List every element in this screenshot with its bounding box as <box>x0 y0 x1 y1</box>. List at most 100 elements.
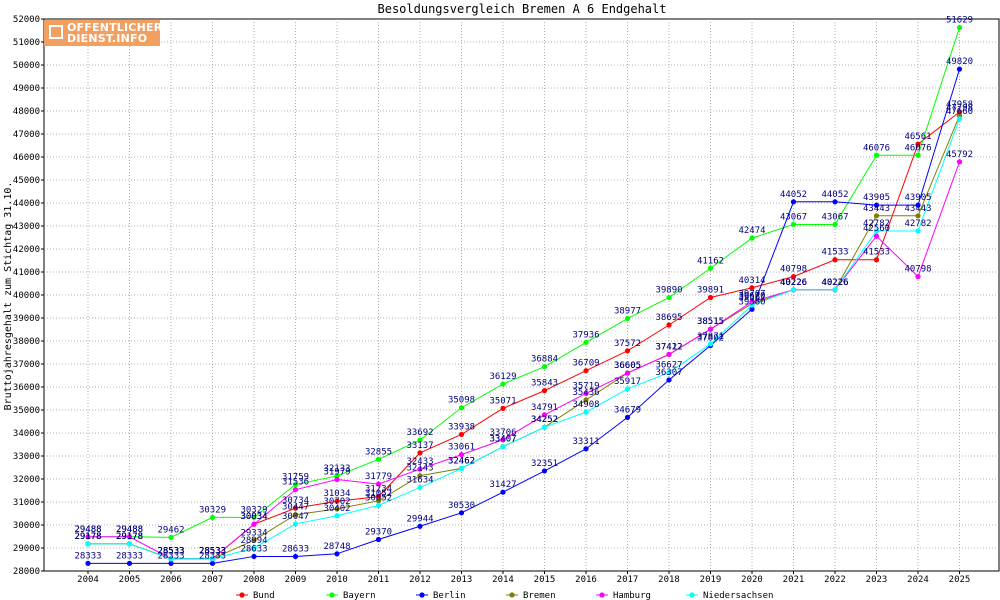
data-label: 42560 <box>863 224 890 234</box>
data-point <box>292 505 299 511</box>
data-point <box>334 506 340 512</box>
legend-swatch-dot <box>599 592 605 598</box>
data-label: 28994 <box>240 536 267 546</box>
data-point <box>915 213 921 219</box>
legend-label: Bremen <box>523 591 556 600</box>
series-line <box>88 27 960 538</box>
x-tick-label: 2005 <box>119 575 141 585</box>
data-label: 28633 <box>240 544 267 554</box>
data-label: 43067 <box>821 212 848 222</box>
data-label: 32462 <box>448 456 475 466</box>
y-tick-label: 28000 <box>13 567 40 577</box>
data-point <box>832 199 838 205</box>
data-label: 40226 <box>780 278 807 288</box>
data-point <box>375 481 382 487</box>
y-tick-label: 36000 <box>13 383 40 393</box>
data-label: 40226 <box>821 278 848 288</box>
data-point <box>707 326 714 332</box>
logo-mark-icon <box>49 25 63 39</box>
data-point <box>583 397 589 403</box>
data-label: 30034 <box>240 512 267 522</box>
data-label: 31779 <box>365 472 392 482</box>
x-tick-label: 2022 <box>824 575 846 585</box>
data-label: 41533 <box>821 248 848 258</box>
data-label: 33706 <box>489 428 516 438</box>
data-point <box>749 235 755 241</box>
data-label: 38515 <box>697 317 724 327</box>
data-label: 47798 <box>946 104 973 114</box>
data-point <box>873 233 880 239</box>
data-label: 51629 <box>946 16 973 26</box>
data-label: 39891 <box>697 286 724 296</box>
y-tick-label: 46000 <box>13 153 40 163</box>
data-point <box>749 285 755 291</box>
data-label: 29370 <box>365 527 392 537</box>
data-point <box>168 560 174 566</box>
x-tick-label: 2011 <box>368 575 390 585</box>
data-label: 35719 <box>572 381 599 391</box>
data-point <box>251 514 257 521</box>
data-point <box>624 386 631 392</box>
data-label: 34252 <box>531 415 558 425</box>
legend-label: Hamburg <box>613 591 651 600</box>
data-point <box>915 274 921 280</box>
x-tick-label: 2007 <box>202 575 224 585</box>
data-point <box>458 510 465 516</box>
data-label: 34679 <box>614 405 641 415</box>
data-point <box>251 553 257 560</box>
x-tick-label: 2021 <box>783 575 805 585</box>
x-tick-label: 2017 <box>617 575 639 585</box>
series-line <box>88 118 960 560</box>
data-point <box>85 560 91 566</box>
data-point <box>500 381 506 387</box>
data-label: 28533 <box>199 547 226 557</box>
x-tick-label: 2013 <box>451 575 473 585</box>
data-point <box>956 116 963 122</box>
data-point <box>666 294 672 301</box>
data-label: 36129 <box>489 372 516 382</box>
legend: Bund Bayern Berlin Bremen Hamburg Niedersachs… <box>236 591 773 600</box>
data-point <box>85 534 91 540</box>
data-label: 31427 <box>489 480 516 490</box>
x-tick-label: 2008 <box>243 575 265 585</box>
data-label: 40226 <box>821 278 848 288</box>
data-point <box>292 512 299 518</box>
data-point <box>915 152 921 158</box>
y-tick-label: 31000 <box>13 498 40 508</box>
x-tick-label: 2004 <box>77 575 99 585</box>
y-tick-label: 50000 <box>13 61 40 71</box>
data-point <box>292 481 299 488</box>
data-point <box>583 390 589 397</box>
y-tick-label: 38000 <box>13 337 40 347</box>
data-point <box>956 109 963 115</box>
x-tick-label: 2023 <box>866 575 888 585</box>
x-tick-label: 2014 <box>492 575 514 585</box>
data-point <box>209 556 216 562</box>
chart-title: Besoldungsvergleich Bremen A 6 Endgehalt <box>378 2 667 16</box>
y-tick-label: 43000 <box>13 222 40 232</box>
data-label: 37572 <box>614 339 641 349</box>
data-label: 28533 <box>199 547 226 557</box>
data-point <box>126 560 133 566</box>
y-tick-label: 35000 <box>13 406 40 416</box>
data-label: 40226 <box>821 278 848 288</box>
data-label: 44052 <box>780 190 807 200</box>
data-label: 28533 <box>199 547 226 557</box>
data-label: 39562 <box>738 293 765 303</box>
legend-swatch-dot <box>419 592 425 598</box>
data-label: 33137 <box>406 441 433 451</box>
data-label: 28533 <box>157 547 184 557</box>
y-tick-label: 40000 <box>13 291 40 301</box>
data-label: 32133 <box>323 464 350 474</box>
data-label: 39890 <box>655 286 682 296</box>
data-label: 35917 <box>614 377 641 387</box>
data-point <box>500 405 506 411</box>
data-label: 43905 <box>904 193 931 203</box>
data-label: 38515 <box>697 317 724 327</box>
data-label: 39707 <box>738 290 765 300</box>
data-label: 28333 <box>157 551 184 561</box>
data-point <box>168 534 174 540</box>
data-label: 38695 <box>655 313 682 323</box>
data-label: 36605 <box>614 361 641 371</box>
data-label: 30402 <box>323 504 350 514</box>
